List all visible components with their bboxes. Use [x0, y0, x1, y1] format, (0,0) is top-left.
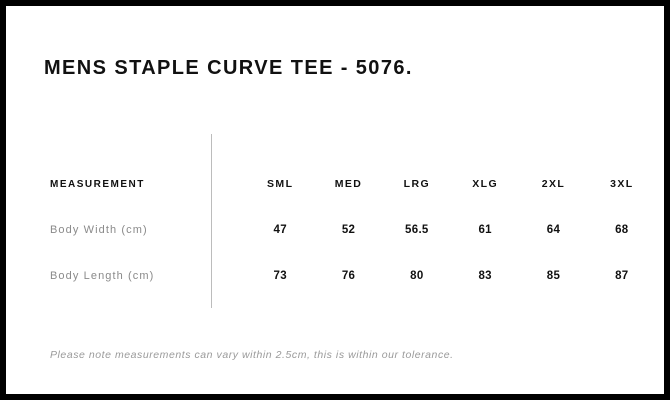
- cell-body-width-sml: 47: [273, 224, 287, 236]
- page-title: MENS STAPLE CURVE TEE - 5076.: [44, 57, 413, 79]
- column-header-sml: SML: [267, 178, 294, 190]
- column-header-3xl: 3XL: [610, 178, 634, 190]
- cell-body-length-xlg: 83: [478, 270, 492, 282]
- column-header-xlg: XLG: [472, 178, 499, 190]
- column-header-2xl: 2XL: [541, 178, 566, 190]
- row-label-body-width: Body Width (cm): [50, 224, 148, 236]
- tolerance-footnote: Please note measurements can vary within…: [50, 349, 454, 361]
- cell-body-width-2xl: 64: [546, 224, 561, 236]
- cell-body-length-2xl: 85: [546, 270, 561, 282]
- column-header-lrg: LRG: [403, 178, 431, 190]
- table-row: Body Width (cm) 47 52 56.5 61 64 68: [44, 207, 656, 253]
- table-row: Body Length (cm) 73 76 80 83 85 87: [44, 253, 656, 299]
- column-header-measurement: MEASUREMENT: [50, 178, 145, 190]
- cell-body-width-xlg: 61: [478, 224, 492, 236]
- row-label-body-length: Body Length (cm): [50, 270, 155, 282]
- size-chart-card: MENS STAPLE CURVE TEE - 5076. MEASUREMEN…: [6, 6, 664, 394]
- cell-body-width-med: 52: [341, 224, 356, 236]
- table-header-row: MEASUREMENT SML MED LRG XLG 2XL 3XL: [44, 161, 656, 207]
- cell-body-width-lrg: 56.5: [405, 224, 429, 236]
- cell-body-width-3xl: 68: [615, 224, 629, 236]
- cell-body-length-lrg: 80: [410, 270, 424, 282]
- size-chart-table: MEASUREMENT SML MED LRG XLG 2XL 3XL Body…: [44, 161, 656, 299]
- table-vertical-divider: [211, 134, 212, 308]
- cell-body-length-3xl: 87: [615, 270, 629, 282]
- column-header-med: MED: [334, 178, 363, 190]
- cell-body-length-sml: 73: [273, 270, 287, 282]
- cell-body-length-med: 76: [341, 270, 356, 282]
